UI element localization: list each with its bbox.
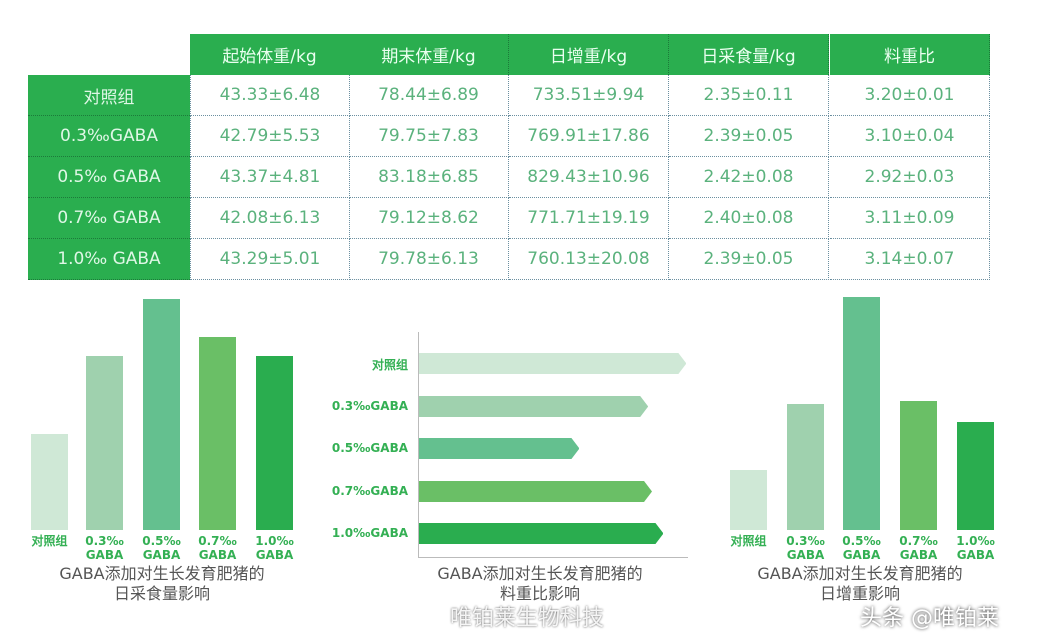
table-cell: 43.33±6.48 [190, 75, 350, 116]
column-header: 日采食量/kg [669, 34, 829, 75]
bar [419, 438, 579, 459]
category-label-line: 1.0‰ [956, 534, 995, 548]
table-cell: 42.79±5.53 [190, 116, 350, 157]
category-label: 1.0‰GABA [331, 526, 408, 540]
bar [419, 396, 648, 417]
category-label: 0.5‰GABA [331, 441, 408, 455]
category-label-line: GABA [786, 548, 825, 562]
bar [787, 403, 824, 530]
category-label: 0.3‰GABA [80, 534, 129, 562]
table-cell: 2.39±0.05 [669, 116, 829, 157]
bar [419, 523, 663, 544]
category-label-line: 对照组 [31, 534, 68, 548]
table-cell: 829.43±10.96 [509, 157, 669, 198]
table-cell: 2.39±0.05 [669, 239, 829, 280]
category-label-line: 0.7‰ [899, 534, 938, 548]
category-label: 0.5‰GABA [837, 534, 886, 562]
table-cell: 2.92±0.03 [830, 157, 990, 198]
category-label: 0.7‰GABA [894, 534, 943, 562]
bar [419, 353, 686, 374]
chart-title: GABA添加对生长发育肥猪的 日增重影响 [720, 564, 1000, 604]
category-label: 1.0‰GABA [250, 534, 299, 562]
x-axis [418, 557, 688, 558]
category-label: 0.3‰GABA [331, 399, 408, 413]
bar [730, 469, 767, 530]
table-cell: 3.14±0.07 [830, 239, 990, 280]
row-header: 0.7‰ GABA [28, 198, 190, 239]
category-label-line: GABA [198, 548, 237, 562]
chart-title: GABA添加对生长发育肥猪的 料重比影响 [400, 564, 680, 604]
table-cell: 2.42±0.08 [669, 157, 829, 198]
table-cell: 3.10±0.04 [830, 116, 990, 157]
y-axis [418, 332, 419, 558]
category-label: 0.7‰GABA [331, 484, 408, 498]
table-cell: 42.08±6.13 [190, 198, 350, 239]
category-label: 0.5‰GABA [137, 534, 186, 562]
table-cell: 771.71±19.19 [509, 198, 669, 239]
row-header: 0.3‰GABA [28, 116, 190, 157]
category-label: 0.7‰GABA [193, 534, 242, 562]
category-label-line: 0.5‰ [142, 534, 181, 548]
table-cell: 3.11±0.09 [830, 198, 990, 239]
category-label: 对照组 [724, 534, 773, 548]
column-header: 料重比 [830, 34, 990, 75]
category-label-line: 0.7‰ [198, 534, 237, 548]
bar [143, 298, 180, 530]
chart-title-line: GABA添加对生长发育肥猪的 [437, 564, 643, 583]
bar [843, 296, 880, 530]
chart-title-line: 日采食量影响 [113, 584, 210, 603]
table-cell: 733.51±9.94 [509, 75, 669, 116]
category-label-line: GABA [842, 548, 881, 562]
bar [86, 356, 123, 530]
category-label-line: GABA [956, 548, 995, 562]
table-cell: 43.37±4.81 [190, 157, 350, 198]
row-header: 对照组 [28, 75, 190, 116]
category-label-line: 0.3‰ [786, 534, 825, 548]
category-label: 1.0‰GABA [951, 534, 1000, 562]
category-label: 对照组 [371, 358, 408, 372]
table-cell: 3.20±0.01 [830, 75, 990, 116]
row-header: 1.0‰ GABA [28, 239, 190, 280]
column-header: 期末体重/kg [349, 34, 509, 75]
table-cell: 79.78±6.13 [349, 239, 509, 280]
bar [900, 400, 937, 530]
chart-title-line: 日增重影响 [819, 584, 900, 603]
category-label: 0.3‰GABA [781, 534, 830, 562]
bar [957, 421, 994, 530]
chart-title-line: 料重比影响 [499, 584, 580, 603]
chart-title-line: GABA添加对生长发育肥猪的 [59, 564, 265, 583]
bar [419, 481, 652, 502]
category-label-line: 1.0‰ [255, 534, 294, 548]
column-header: 起始体重/kg [190, 34, 350, 75]
table-cell: 769.91±17.86 [509, 116, 669, 157]
bar [256, 356, 293, 530]
chart-title: GABA添加对生长发育肥猪的 日采食量影响 [22, 564, 302, 604]
bar [199, 337, 236, 530]
table-cell: 2.40±0.08 [669, 198, 829, 239]
category-label-line: 对照组 [730, 534, 767, 548]
row-header: 0.5‰ GABA [28, 157, 190, 198]
category-label-line: GABA [85, 548, 124, 562]
table-cell: 43.29±5.01 [190, 239, 350, 280]
table-cell: 79.12±8.62 [349, 198, 509, 239]
category-label-line: GABA [255, 548, 294, 562]
category-label-line: GABA [142, 548, 181, 562]
watermark-toutiao: 头条 @唯铂莱 [860, 606, 999, 631]
bar [31, 433, 68, 530]
category-label: 对照组 [25, 534, 74, 548]
table-cell: 760.13±20.08 [509, 239, 669, 280]
column-header: 日增重/kg [509, 34, 669, 75]
table-cell: 79.75±7.83 [349, 116, 509, 157]
table-cell: 2.35±0.11 [669, 75, 829, 116]
table-cell: 78.44±6.89 [349, 75, 509, 116]
table-cell: 83.18±6.85 [349, 157, 509, 198]
category-label-line: 0.3‰ [85, 534, 124, 548]
category-label-line: 0.5‰ [842, 534, 881, 548]
category-label-line: GABA [899, 548, 938, 562]
watermark-weibo: 唯铂莱生物科技 [450, 606, 605, 631]
chart-title-line: GABA添加对生长发育肥猪的 [757, 564, 963, 583]
